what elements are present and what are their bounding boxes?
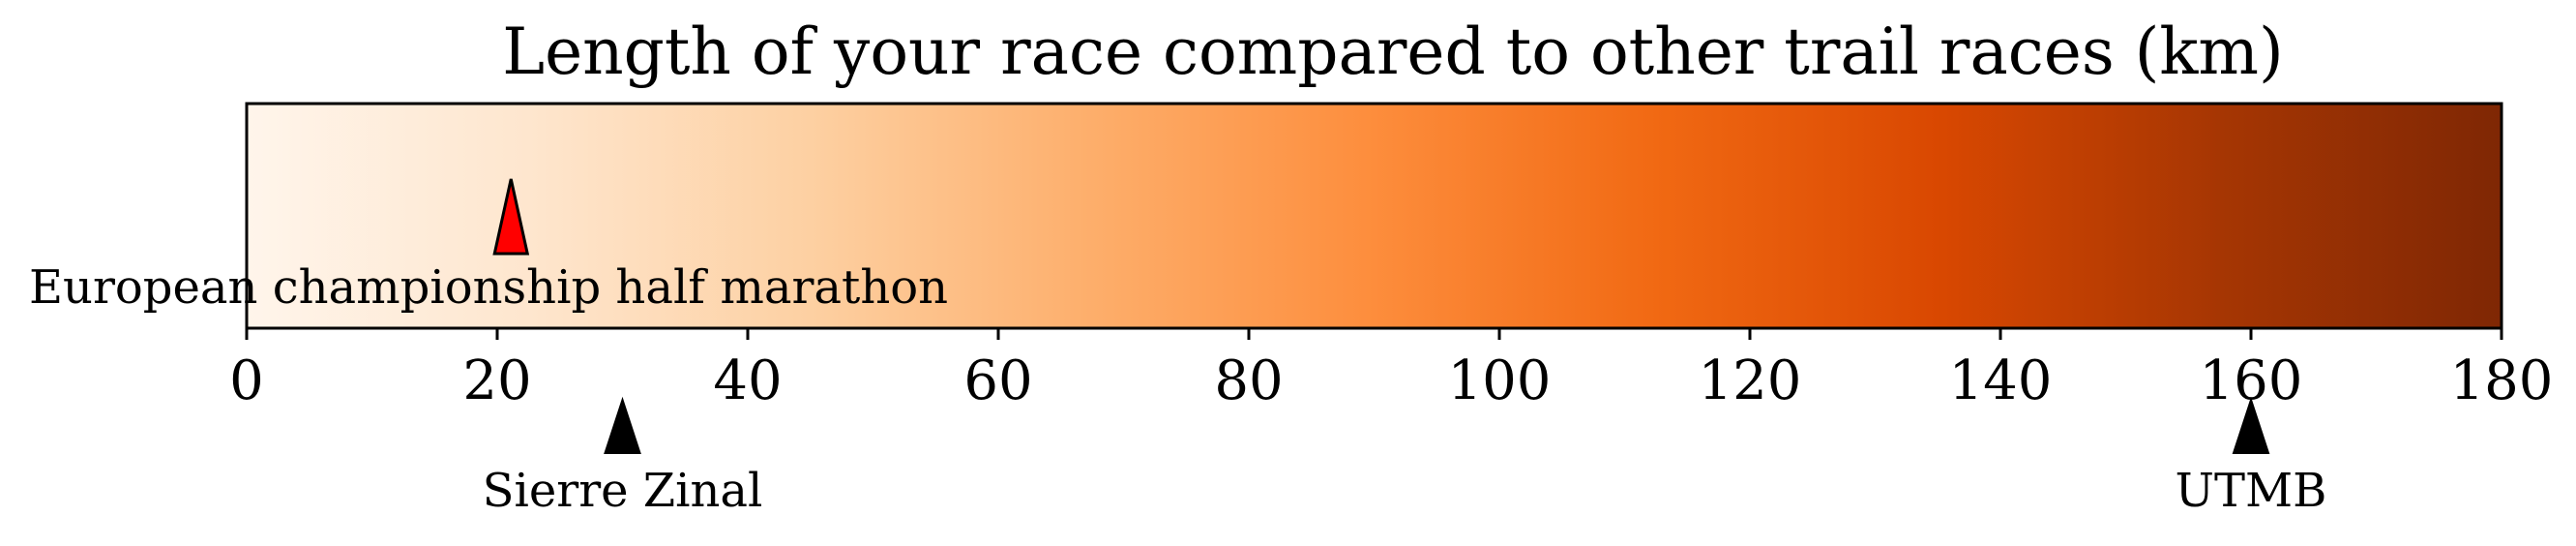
x-tick-label: 80 <box>1214 349 1283 412</box>
reference-label: UTMB <box>2176 464 2327 518</box>
x-axis: 0 20 40 60 80 100 120 140 160 180 <box>229 328 2553 412</box>
x-tick-label: 100 <box>1448 349 1552 412</box>
colorbar <box>245 102 2503 330</box>
reference-marker <box>604 396 641 454</box>
x-tick-label: 140 <box>1949 349 2053 412</box>
x-tick-label: 20 <box>462 349 531 412</box>
highlight-marker <box>492 178 530 256</box>
x-tick-label: 120 <box>1699 349 1802 412</box>
reference-marker <box>2232 396 2270 454</box>
markers: European championship half marathon Sierr… <box>29 178 2327 518</box>
chart-title: Length of your race compared to other tr… <box>502 15 2284 89</box>
reference-label: Sierre Zinal <box>483 464 763 518</box>
highlight-label: European championship half marathon <box>29 260 948 315</box>
x-tick-label: 0 <box>229 349 264 412</box>
x-tick-label: 40 <box>713 349 782 412</box>
x-tick-label: 180 <box>2450 349 2554 412</box>
x-tick-label: 60 <box>963 349 1032 412</box>
